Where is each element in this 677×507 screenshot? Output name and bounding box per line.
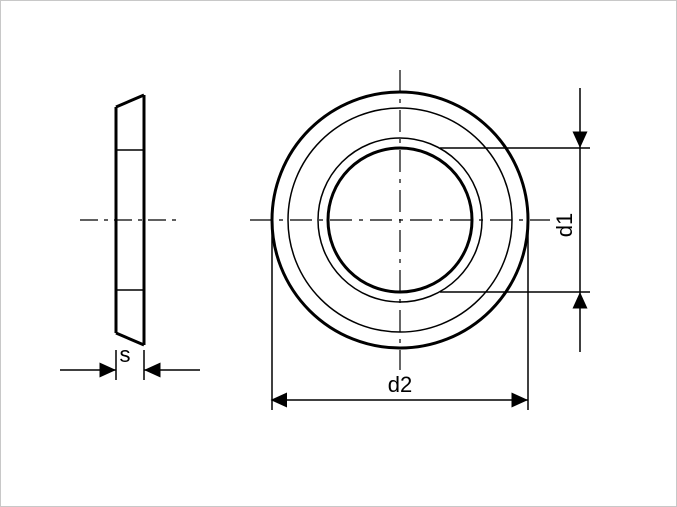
canvas-border xyxy=(0,0,677,507)
